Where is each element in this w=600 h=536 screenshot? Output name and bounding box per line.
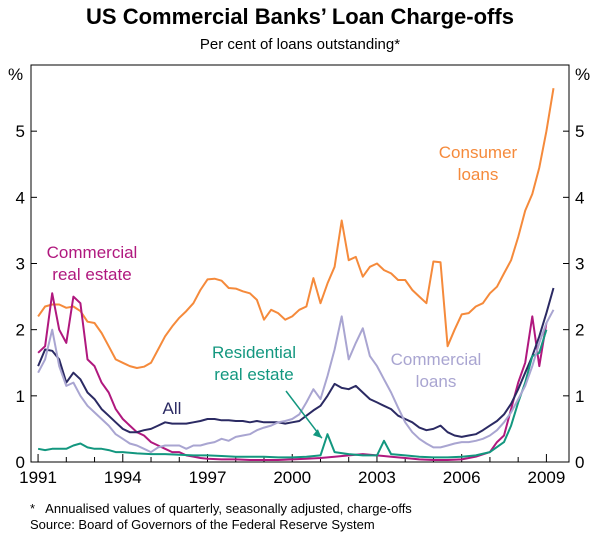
residential-pointer-arrowhead bbox=[312, 429, 322, 439]
footnote: * Annualised values of quarterly, season… bbox=[30, 501, 412, 516]
y-unit-right: % bbox=[575, 65, 590, 84]
chart-title: US Commercial Banks’ Loan Charge-offs bbox=[86, 4, 514, 29]
y-tick-label-right: 1 bbox=[575, 387, 584, 406]
y-tick-label-left: 2 bbox=[16, 321, 25, 340]
y-tick-label-left: 5 bbox=[16, 122, 25, 141]
axes: 0 0 1 1 2 2 3 3 4 4 5 5% % 1991 1994 1997 2000 2003 2006 20… bbox=[8, 65, 590, 487]
series-line-consumer-loans bbox=[37, 88, 555, 369]
series-label-commercial-loans: Commercial loans bbox=[391, 350, 482, 391]
x-tick-label: 1997 bbox=[189, 468, 227, 487]
source-note: Source: Board of Governors of the Federa… bbox=[30, 517, 375, 532]
y-tick-label-right: 4 bbox=[575, 188, 584, 207]
series-line-all bbox=[37, 287, 555, 438]
x-tick-label: 2006 bbox=[443, 468, 481, 487]
series-labels: Consumer loans Commercial real estate All Res… bbox=[47, 143, 518, 439]
series-line-residential-real-estate bbox=[37, 329, 548, 459]
y-tick-label-left: 4 bbox=[16, 188, 25, 207]
x-tick-label: 2000 bbox=[273, 468, 311, 487]
x-tick-label: 2003 bbox=[358, 468, 396, 487]
series-label-all: All bbox=[163, 399, 182, 418]
series-label-commercial-real-estate: Commercial real estate bbox=[47, 243, 138, 284]
plot-frame bbox=[30, 64, 570, 463]
series-label-residential-real-estate: Residential real estate bbox=[212, 343, 296, 384]
y-tick-label-right: 5 bbox=[575, 122, 584, 141]
x-tick-label: 2009 bbox=[527, 468, 565, 487]
y-unit-left: % bbox=[8, 65, 23, 84]
y-tick-label-right: 2 bbox=[575, 321, 584, 340]
y-tick-label-right: 3 bbox=[575, 255, 584, 274]
x-tick-label: 1991 bbox=[19, 468, 57, 487]
series-lines bbox=[37, 88, 555, 461]
residential-pointer-line bbox=[285, 390, 323, 439]
y-tick-label-left: 3 bbox=[16, 255, 25, 274]
chart-subtitle: Per cent of loans outstanding* bbox=[199, 36, 401, 53]
y-tick-label-right: 0 bbox=[575, 453, 584, 472]
x-tick-label: 1994 bbox=[104, 468, 142, 487]
y-tick-label-left: 0 bbox=[16, 453, 25, 472]
series-label-consumer-loans: Consumer loans bbox=[439, 143, 518, 184]
y-tick-label-left: 1 bbox=[16, 387, 25, 406]
series-line-commercial-loans bbox=[37, 309, 555, 454]
